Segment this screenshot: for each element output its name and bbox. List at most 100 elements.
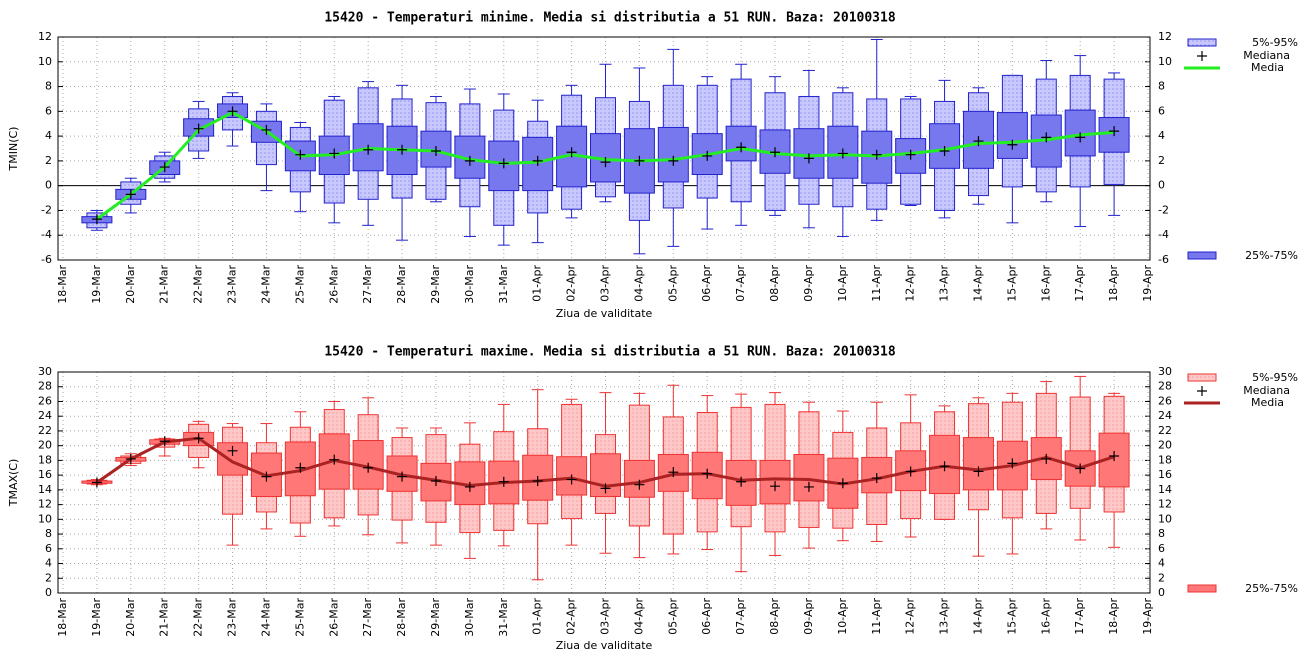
median-mark <box>668 467 679 478</box>
legend-swatch <box>1197 386 1207 396</box>
x-tick-label: 23-Mar <box>226 265 239 304</box>
x-tick-label: 01-Apr <box>531 265 544 302</box>
median-mark <box>91 214 102 225</box>
x-tick-label: 22-Mar <box>192 598 205 637</box>
x-tick-label: 09-Apr <box>802 265 815 302</box>
legend-label: Mediana <box>1243 384 1290 397</box>
inner-box <box>962 437 994 491</box>
inner-box <box>996 112 1028 159</box>
y2-tick-label: 2 <box>1158 154 1165 167</box>
chart-title: 15420 - Temperaturi maxime. Media si dis… <box>324 345 896 360</box>
median-mark <box>736 476 747 487</box>
plot-frame <box>57 371 1151 594</box>
median-mark <box>532 155 543 166</box>
median-mark <box>498 158 509 169</box>
median-mark <box>973 466 984 477</box>
x-tick-label: 09-Apr <box>802 598 815 635</box>
median-mark <box>227 445 238 456</box>
y2-tick-label: 28 <box>1158 380 1172 393</box>
x-tick-label: 04-Apr <box>632 598 645 635</box>
x-tick-label: 16-Apr <box>1039 598 1052 635</box>
median-mark <box>668 155 679 166</box>
x-tick-label: 31-Mar <box>497 265 510 304</box>
y2-tick-label: 16 <box>1158 468 1172 481</box>
y-tick-label: 22 <box>38 424 52 437</box>
x-tick-label: 03-Apr <box>599 598 612 635</box>
legend-swatch <box>1187 251 1217 260</box>
median-mark <box>871 149 882 160</box>
median-mark <box>430 145 441 156</box>
x-tick-label: 12-Apr <box>904 598 917 635</box>
legend-label: Media <box>1251 396 1284 409</box>
median-mark <box>193 433 204 444</box>
median-mark <box>1041 132 1052 143</box>
median-mark <box>1041 453 1052 464</box>
x-tick-label: 20-Mar <box>124 598 137 637</box>
x-tick-label: 19-Apr <box>1141 265 1154 302</box>
x-tick-label: 26-Mar <box>327 265 340 304</box>
median-mark <box>905 466 916 477</box>
x-tick-label: 21-Mar <box>158 265 171 304</box>
x-tick-label: 31-Mar <box>497 598 510 637</box>
median-mark <box>363 462 374 473</box>
y-tick-label: 30 <box>38 365 52 378</box>
inner-box <box>352 123 384 172</box>
y-tick-label: 24 <box>38 409 52 422</box>
inner-box <box>1064 450 1096 487</box>
median-mark <box>837 148 848 159</box>
median-mark <box>464 155 475 166</box>
legend-swatch <box>1187 38 1217 47</box>
y2-tick-label: 12 <box>1158 30 1172 43</box>
x-tick-label: 06-Apr <box>700 598 713 635</box>
y2-tick-label: 14 <box>1158 483 1172 496</box>
x-tick-label: 28-Mar <box>395 265 408 304</box>
median-mark <box>91 477 102 488</box>
median-mark <box>803 153 814 164</box>
x-tick-label: 17-Apr <box>1073 598 1086 635</box>
y2-tick-label: 20 <box>1158 439 1172 452</box>
y2-tick-label: -4 <box>1158 228 1169 241</box>
x-tick-label: 11-Apr <box>870 265 883 302</box>
median-mark <box>295 149 306 160</box>
x-tick-label: 29-Mar <box>429 265 442 304</box>
x-tick-label: 13-Apr <box>938 598 951 635</box>
y-tick-label: 14 <box>38 483 52 496</box>
y-tick-label: 6 <box>45 542 52 555</box>
x-tick-label: 24-Mar <box>259 265 272 304</box>
chart: 15420 - Temperaturi minime. Media si dis… <box>7 11 1298 321</box>
y2-tick-label: 24 <box>1158 409 1172 422</box>
x-tick-label: 15-Apr <box>1005 265 1018 302</box>
legend-label: 5%-95% <box>1252 36 1298 49</box>
y-tick-label: 18 <box>38 453 52 466</box>
y-tick-label: 28 <box>38 380 52 393</box>
median-mark <box>634 479 645 490</box>
x-tick-label: 22-Mar <box>192 265 205 304</box>
median-mark <box>1075 132 1086 143</box>
y-tick-label: 4 <box>45 557 52 570</box>
y-tick-label: 2 <box>45 154 52 167</box>
x-tick-label: 21-Mar <box>158 598 171 637</box>
y2-tick-label: 8 <box>1158 527 1165 540</box>
legend-swatch <box>1197 51 1207 61</box>
median-mark <box>770 147 781 158</box>
y2-tick-label: 10 <box>1158 512 1172 525</box>
y-tick-label: 2 <box>45 571 52 584</box>
x-tick-label: 30-Mar <box>463 598 476 637</box>
median-mark <box>702 468 713 479</box>
x-tick-label: 10-Apr <box>836 265 849 302</box>
x-tick-label: 15-Apr <box>1005 598 1018 635</box>
x-axis-label: Ziua de validitate <box>556 307 653 320</box>
y2-tick-label: 26 <box>1158 394 1172 407</box>
y2-tick-label: 8 <box>1158 80 1165 93</box>
median-mark <box>159 162 170 173</box>
y2-tick-label: 22 <box>1158 424 1172 437</box>
y2-tick-label: 6 <box>1158 542 1165 555</box>
median-mark <box>600 483 611 494</box>
median-mark <box>600 157 611 168</box>
median-mark <box>1109 450 1120 461</box>
y-tick-label: -4 <box>41 228 52 241</box>
median-mark <box>295 462 306 473</box>
x-tick-label: 24-Mar <box>259 598 272 637</box>
legend-label: Mediana <box>1243 49 1290 62</box>
